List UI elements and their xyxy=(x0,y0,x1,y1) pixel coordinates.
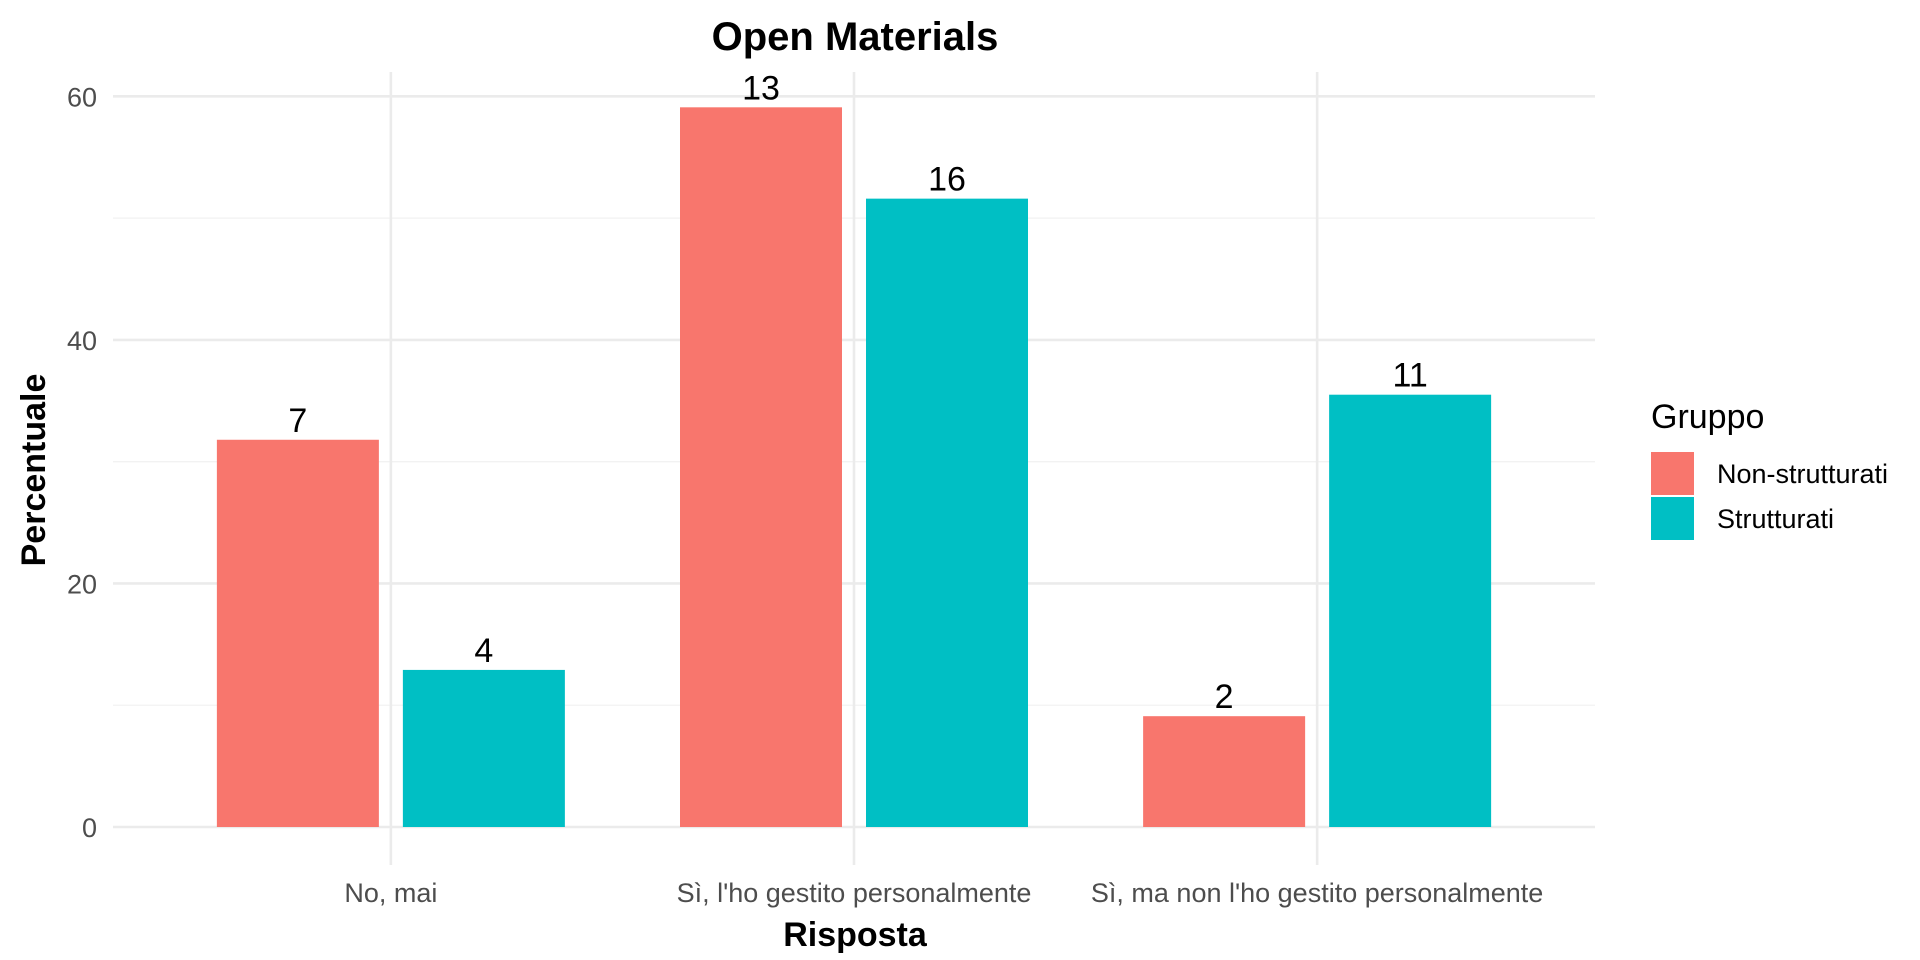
x-axis-ticks: No, mai Sì, l'ho gestito personalmente Sì,… xyxy=(344,878,1543,908)
bar xyxy=(1143,716,1306,827)
bar-value-label: 13 xyxy=(742,69,780,107)
bar-value-labels: 7 13 2 4 16 11 xyxy=(288,69,1427,716)
y-axis-ticks: 0 20 40 60 xyxy=(67,82,97,843)
y-tick-label: 60 xyxy=(67,82,97,112)
x-tick-label: Sì, ma non l'ho gestito personalmente xyxy=(1091,878,1543,908)
bar xyxy=(680,107,842,827)
bar xyxy=(216,439,379,827)
bar xyxy=(866,198,1028,828)
chart-title: Open Materials xyxy=(712,15,999,59)
legend-label: Non-strutturati xyxy=(1717,459,1888,489)
x-tick-label: Sì, l'ho gestito personalmente xyxy=(677,878,1032,908)
y-tick-label: 20 xyxy=(67,569,97,599)
y-tick-label: 0 xyxy=(82,813,97,843)
bar-value-label: 2 xyxy=(1215,678,1234,716)
legend-title: Gruppo xyxy=(1651,398,1764,436)
legend: Gruppo Non-strutturati Strutturati xyxy=(1651,398,1888,540)
bars xyxy=(216,107,1492,828)
y-tick-label: 40 xyxy=(67,326,97,356)
y-axis-title: Percentuale xyxy=(15,374,53,567)
bar-value-label: 16 xyxy=(928,161,966,199)
x-tick-label: No, mai xyxy=(344,878,437,908)
bar-value-label: 4 xyxy=(474,632,493,670)
legend-key xyxy=(1651,497,1694,540)
bar-value-label: 7 xyxy=(288,402,307,440)
bar xyxy=(1329,394,1492,827)
bar-value-label: 11 xyxy=(1392,357,1427,395)
legend-key xyxy=(1651,452,1694,495)
bar xyxy=(402,669,565,827)
x-axis-title: Risposta xyxy=(783,916,928,954)
legend-label: Strutturati xyxy=(1717,504,1834,534)
